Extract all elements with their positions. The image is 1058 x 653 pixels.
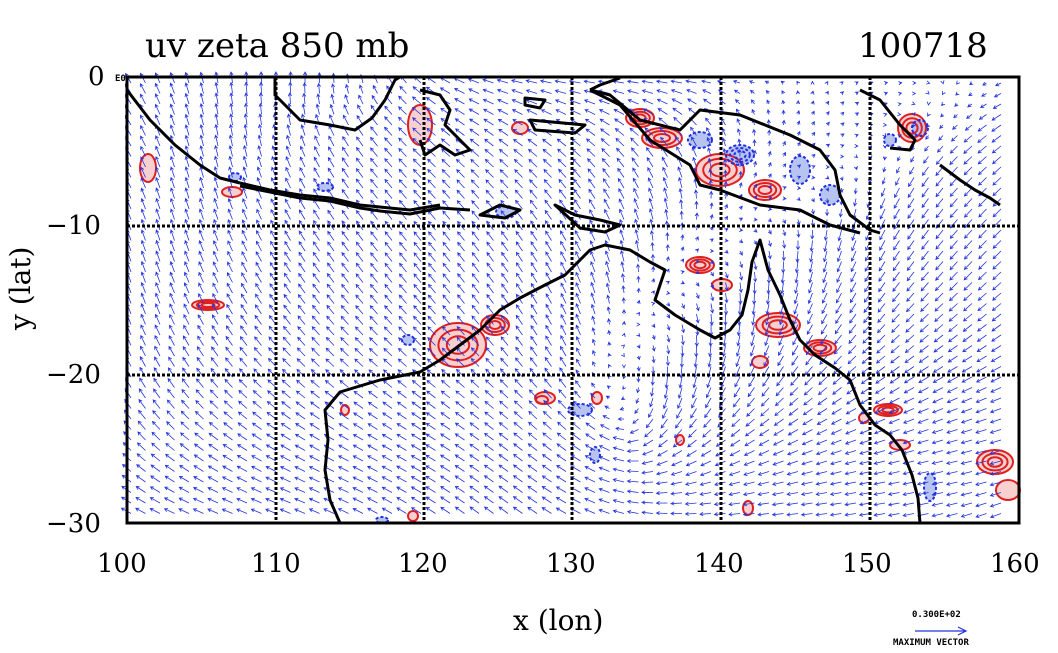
coastline	[589, 76, 621, 92]
positive-vorticity-contour	[742, 500, 754, 516]
plot-frame	[125, 75, 1021, 525]
positive-vorticity-contour	[897, 113, 927, 143]
positive-vorticity-contour	[693, 260, 707, 270]
coastline	[239, 184, 471, 216]
negative-vorticity-contour	[567, 403, 593, 417]
positive-vorticity-contour	[488, 320, 502, 330]
positive-vorticity-contour	[689, 258, 711, 272]
positive-vorticity-contour	[535, 395, 549, 405]
lat-lon-grid	[127, 77, 1019, 523]
y-tick-label: −30	[46, 509, 101, 539]
coastline	[589, 88, 861, 235]
negative-vorticity-area	[402, 335, 414, 345]
coastline	[528, 118, 587, 135]
positive-vorticity-contour	[757, 185, 773, 195]
positive-vorticity-contour	[905, 121, 919, 135]
y-tick-exponent: E0	[115, 74, 126, 84]
coastlines	[125, 75, 1001, 524]
positive-vorticity-contour	[877, 404, 899, 416]
positive-vorticity-contour	[340, 404, 350, 416]
x-tick-label: 120	[398, 549, 448, 579]
positive-vorticity-contour	[685, 256, 715, 274]
coastline	[273, 75, 401, 132]
coastline	[859, 88, 917, 152]
positive-vorticity-contour	[986, 456, 1004, 468]
negative-vorticity-contour	[911, 119, 929, 137]
negative-vorticity-contour	[589, 446, 601, 464]
positive-vorticity-contour	[873, 403, 903, 417]
x-tick-label: 140	[694, 549, 744, 579]
positive-vorticity-contour	[195, 300, 221, 310]
plot-title: uv zeta 850 mb	[145, 26, 410, 66]
y-tick-label: 0	[88, 62, 105, 92]
negative-vorticity-area	[820, 185, 840, 205]
positive-vorticity-contour	[812, 343, 828, 353]
coastline	[125, 89, 241, 185]
positive-vorticity-contour	[675, 434, 685, 446]
x-tick-label: 110	[251, 549, 301, 579]
vector-key-caption: MAXIMUM VECTOR	[893, 638, 969, 648]
positive-vorticity-area	[996, 480, 1020, 500]
negative-vorticity-contour	[729, 147, 751, 163]
x-tick-label: 150	[842, 549, 892, 579]
positive-vorticity-contour	[976, 449, 1014, 475]
positive-vorticity-contour	[445, 335, 471, 355]
coastline	[589, 88, 881, 235]
positive-vorticity-area	[592, 392, 602, 404]
positive-vorticity-area	[408, 105, 432, 145]
x-tick-label: 130	[546, 549, 596, 579]
positive-vorticity-area	[676, 435, 684, 445]
positive-vorticity-contour	[191, 299, 225, 311]
plot-date: 100718	[858, 26, 988, 66]
negative-vorticity-area	[884, 134, 896, 146]
coastline	[418, 88, 472, 157]
y-tick-label: −20	[46, 360, 101, 390]
negative-vorticity-area	[317, 183, 333, 191]
coastline	[239, 181, 441, 212]
coastline	[939, 163, 1001, 207]
negative-vorticity-contour	[883, 133, 897, 147]
positive-vorticity-contour	[407, 510, 419, 522]
positive-vorticity-contour	[748, 179, 782, 201]
negative-vorticity-area	[590, 447, 600, 463]
positive-vorticity-contour	[889, 439, 911, 451]
positive-vorticity-contour	[755, 312, 801, 338]
coastline	[523, 96, 547, 110]
coastline	[478, 203, 522, 220]
vector-key-arrow-icon	[915, 626, 968, 636]
positive-vorticity-area	[222, 187, 242, 197]
vector-key-value: 0.300E+02	[912, 610, 961, 620]
negative-vorticity-contour	[923, 472, 937, 502]
negative-vorticity-area	[688, 132, 712, 148]
x-tick-label: 100	[97, 549, 147, 579]
positive-vorticity-contour	[803, 339, 837, 357]
x-axis-label: x (lon)	[513, 604, 604, 637]
positive-vorticity-contour	[429, 322, 487, 368]
x-tick-label: 160	[990, 549, 1040, 579]
y-tick-label: −10	[46, 211, 101, 241]
positive-vorticity-contour	[591, 391, 603, 405]
positive-vorticity-contour	[200, 302, 216, 308]
negative-vorticity-area	[790, 156, 810, 184]
negative-vorticity-contour	[687, 131, 713, 149]
positive-vorticity-contour	[653, 133, 671, 143]
positive-vorticity-contour	[633, 113, 647, 123]
positive-vorticity-contour	[752, 182, 778, 198]
positive-vorticity-area	[408, 511, 418, 521]
